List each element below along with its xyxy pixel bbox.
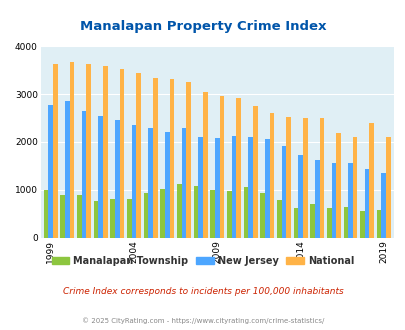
Bar [309, 204, 314, 238]
Bar [164, 132, 169, 238]
Bar [127, 199, 131, 238]
Bar [335, 133, 340, 238]
Bar [48, 105, 53, 238]
Bar [143, 193, 148, 238]
Bar [219, 96, 224, 238]
Bar [186, 82, 190, 238]
Bar [314, 160, 319, 238]
Bar [210, 190, 214, 238]
Bar [177, 183, 181, 238]
Bar [102, 66, 107, 238]
Bar [69, 62, 74, 238]
Bar [347, 163, 352, 238]
Bar [269, 113, 273, 238]
Bar [77, 194, 81, 238]
Bar [53, 64, 58, 238]
Bar [326, 208, 331, 238]
Bar [115, 120, 119, 238]
Bar [93, 201, 98, 238]
Bar [231, 136, 236, 238]
Bar [119, 69, 124, 238]
Bar [110, 199, 115, 238]
Bar [369, 123, 373, 238]
Bar [131, 125, 136, 238]
Bar [286, 117, 290, 238]
Bar [148, 127, 153, 238]
Bar [352, 137, 357, 238]
Bar [98, 115, 102, 238]
Bar [276, 200, 281, 238]
Bar [264, 139, 269, 238]
Bar [376, 210, 381, 238]
Bar [381, 173, 385, 238]
Bar [181, 127, 186, 238]
Bar [160, 189, 164, 238]
Bar [385, 137, 390, 238]
Bar [343, 207, 347, 238]
Bar [252, 106, 257, 238]
Bar [202, 92, 207, 238]
Bar [86, 64, 91, 238]
Bar [247, 137, 252, 238]
Bar [198, 137, 202, 238]
Bar [243, 187, 247, 238]
Bar [136, 73, 141, 238]
Bar [81, 111, 86, 238]
Bar [297, 155, 302, 238]
Bar [226, 191, 231, 238]
Text: Crime Index corresponds to incidents per 100,000 inhabitants: Crime Index corresponds to incidents per… [62, 287, 343, 296]
Legend: Manalapan Township, New Jersey, National: Manalapan Township, New Jersey, National [48, 252, 357, 270]
Bar [293, 209, 297, 238]
Bar [281, 146, 286, 238]
Bar [153, 78, 157, 238]
Bar [43, 190, 48, 238]
Bar [193, 186, 198, 238]
Bar [214, 138, 219, 238]
Bar [302, 118, 307, 238]
Bar [260, 193, 264, 238]
Bar [331, 163, 335, 238]
Bar [236, 98, 240, 238]
Bar [169, 79, 174, 238]
Bar [60, 195, 65, 238]
Bar [359, 211, 364, 238]
Bar [65, 101, 69, 238]
Bar [319, 118, 323, 238]
Text: © 2025 CityRating.com - https://www.cityrating.com/crime-statistics/: © 2025 CityRating.com - https://www.city… [82, 318, 323, 324]
Text: Manalapan Property Crime Index: Manalapan Property Crime Index [79, 20, 326, 33]
Bar [364, 169, 369, 238]
